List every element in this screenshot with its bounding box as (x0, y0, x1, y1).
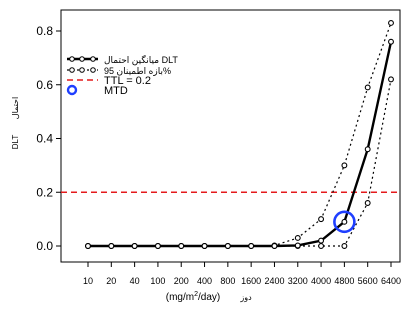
x-tick-label: 4800 (334, 276, 354, 286)
x-axis-label: (mg/m2/day) (166, 291, 220, 303)
x-tick-label: 10 (83, 276, 93, 286)
x-tick-label: 100 (150, 276, 165, 286)
legend-item: MTD (66, 84, 128, 97)
mean-point (178, 243, 185, 249)
y-axis-label-persian: احتمال (11, 97, 20, 119)
mean-point (294, 242, 301, 249)
y-tick-label: 0.6 (36, 78, 53, 92)
ci-lower-point (364, 200, 371, 206)
x-tick-label: 4000 (311, 276, 331, 286)
x-axis-label-superscript: 2 (194, 291, 198, 298)
mean-line (88, 41, 393, 248)
legend-label: میانگین احتمال DLT (104, 54, 178, 65)
mtd-layer (333, 210, 356, 234)
mean-point (108, 243, 115, 249)
y-tick-label: 0.8 (36, 24, 53, 38)
legend-swatch-ring (66, 84, 78, 96)
mean-point (364, 146, 371, 153)
x-axis-label-persian: دوز (239, 293, 252, 302)
legend-swatch-point (90, 56, 96, 62)
legend-label: TTL = 0.2 (104, 75, 151, 87)
y-axis-label-latin: DLT (11, 135, 20, 150)
mean-point (131, 243, 138, 249)
legend-swatch-point (69, 67, 75, 73)
legend-item: TTL = 0.2 (67, 75, 151, 87)
legend-item: میانگین احتمال DLT (67, 54, 178, 65)
mean-point (341, 218, 348, 225)
ci-upper-point (341, 162, 348, 169)
legend-item: بازه اطمینان 95% (67, 66, 171, 76)
plot-frame (60, 9, 401, 263)
x-tick-label: 3200 (288, 276, 308, 286)
mean-point (224, 243, 231, 249)
ci-upper-point (318, 216, 325, 223)
ci-upper-point (294, 234, 301, 241)
legend-label: بازه اطمینان 95% (104, 66, 171, 76)
x-tick-label: 400 (197, 276, 212, 286)
series-layer (85, 19, 394, 249)
legend-swatch-point (69, 56, 75, 62)
mean-point (201, 243, 208, 249)
ci-lower-point (341, 243, 348, 249)
y-axis: 0.0 0.2 0.4 0.6 0.8 (36, 24, 61, 253)
ci-upper-point (388, 19, 394, 26)
x-tick-label: 2400 (264, 276, 284, 286)
mtd-marker (333, 210, 356, 234)
y-tick-label: 0.4 (36, 132, 53, 146)
legend-swatch-point (79, 67, 85, 73)
y-tick-label: 0.0 (36, 239, 53, 253)
ci-lower-point (388, 76, 394, 83)
x-axis: 10 20 40 100 200 400 800 1600 2400 3200 4000 4800 56… (83, 262, 401, 286)
x-tick-label: 800 (220, 276, 235, 286)
mean-point (318, 237, 325, 244)
ci-upper-point (364, 84, 371, 91)
mean-point (248, 243, 255, 249)
plot-border (60, 9, 401, 263)
legend-label: MTD (104, 85, 128, 97)
x-tick-label: 40 (130, 276, 140, 286)
x-axis-label-unit: (mg/m (166, 292, 194, 303)
x-tick-label: 5600 (358, 276, 378, 286)
x-tick-label: 6400 (381, 276, 401, 286)
x-axis-label-unit-end: /day) (198, 292, 220, 303)
mean-point (271, 243, 278, 249)
x-tick-label: 20 (106, 276, 116, 286)
y-tick-label: 0.2 (36, 185, 53, 199)
mean-point (154, 243, 161, 249)
legend-swatch-point (79, 56, 85, 62)
ci-lower-point (318, 243, 325, 249)
x-tick-label: 200 (174, 276, 189, 286)
mean-point (85, 243, 91, 249)
x-tick-label: 1600 (241, 276, 261, 286)
mean-point (388, 38, 394, 45)
legend-swatch-point (90, 67, 96, 73)
